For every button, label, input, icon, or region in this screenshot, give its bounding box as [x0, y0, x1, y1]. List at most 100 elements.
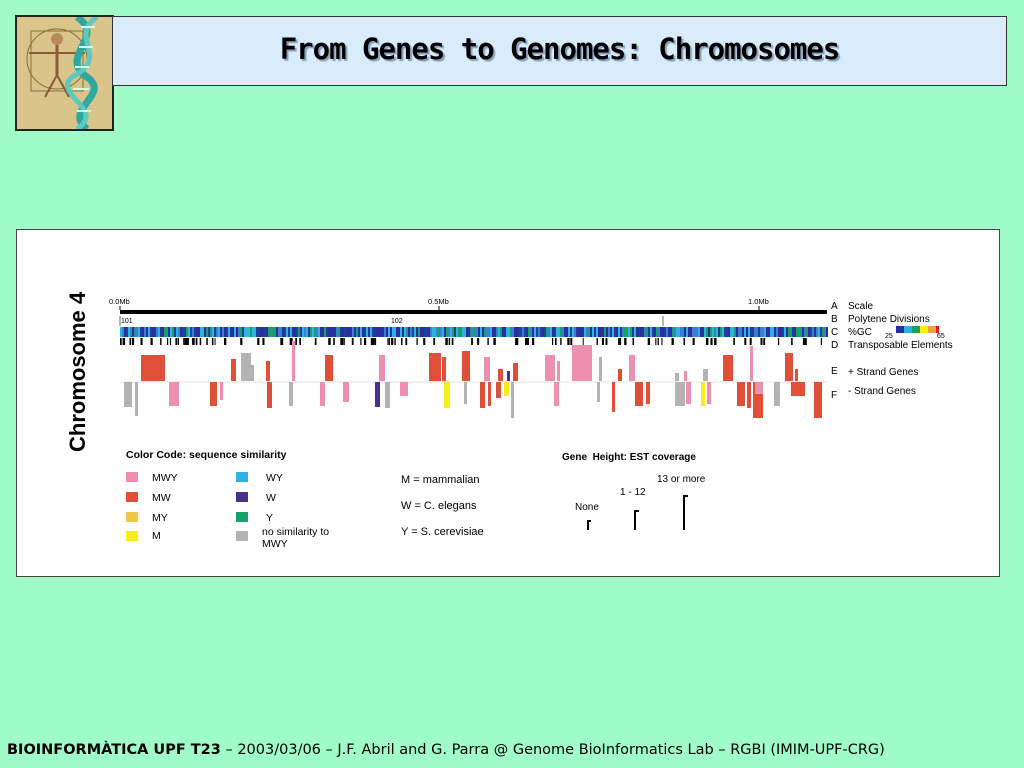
gc-stripe	[316, 327, 318, 337]
transposable-element	[692, 338, 695, 345]
gc-stripe	[176, 327, 178, 337]
transposable-element	[744, 338, 747, 345]
gc-stripe	[802, 327, 804, 337]
gene-height-level: 13 or more	[657, 474, 706, 485]
transposable-element	[532, 338, 535, 345]
gc-stripe	[644, 327, 646, 337]
gc-stripe	[234, 327, 236, 337]
gc-stripe	[400, 327, 402, 337]
transposable-element	[605, 338, 608, 345]
gc-stripe	[682, 327, 684, 337]
gc-stripe	[352, 327, 354, 337]
gc-stripe	[488, 327, 490, 337]
gc-stripe	[396, 327, 398, 337]
gc-stripe	[486, 327, 488, 337]
gc-stripe	[826, 327, 828, 337]
minus-strand-gene	[444, 382, 450, 408]
gc-stripe	[376, 327, 378, 337]
transposable-element	[391, 338, 394, 345]
gc-stripe	[770, 327, 772, 337]
gc-stripe	[348, 327, 350, 337]
legend-swatch	[126, 472, 138, 482]
transposable-element	[624, 338, 627, 345]
transposable-element	[120, 338, 122, 345]
gc-stripe	[126, 327, 128, 337]
gc-stripe	[672, 327, 674, 337]
gc-stripe	[338, 327, 340, 337]
gc-stripe	[576, 327, 578, 337]
plus-strand-gene	[241, 353, 251, 381]
gc-stripe	[810, 327, 812, 337]
gc-stripe	[758, 327, 760, 337]
transposable-element	[448, 338, 451, 345]
gc-stripe	[334, 327, 336, 337]
gc-stripe	[786, 327, 788, 337]
gc-stripe	[620, 327, 622, 337]
gc-stripe	[194, 327, 196, 337]
gc-stripe	[168, 327, 170, 337]
gc-stripe	[578, 327, 580, 337]
gc-stripe	[470, 327, 472, 337]
gc-stripe	[124, 327, 126, 337]
gc-stripe	[272, 327, 274, 337]
gc-stripe	[552, 327, 554, 337]
minus-strand-gene	[135, 382, 138, 416]
scale-tick-label: 1.0Mb	[748, 297, 769, 306]
gc-stripe	[416, 327, 418, 337]
gc-stripe	[128, 327, 130, 337]
transposable-element	[343, 338, 345, 345]
plus-strand-gene	[325, 355, 333, 381]
gc-stripe	[382, 327, 384, 337]
minus-strand-gene	[480, 382, 485, 408]
legend-label: MY	[152, 512, 168, 524]
minus-strand-gene	[646, 382, 650, 404]
gc-stripe	[756, 327, 758, 337]
gc-stripe	[216, 327, 218, 337]
gc-stripe	[148, 327, 150, 337]
minus-strand-gene	[554, 382, 559, 406]
plus-strand-gene	[703, 369, 708, 381]
transposable-element	[360, 338, 362, 345]
gc-stripe	[188, 327, 190, 337]
plus-strand-gene	[379, 355, 385, 381]
gc-stripe	[494, 327, 496, 337]
gc-stripe	[204, 327, 206, 337]
minus-strand-gene	[755, 382, 763, 394]
plus-strand-gene	[141, 355, 165, 381]
gc-stripe	[720, 327, 722, 337]
transposable-element	[749, 338, 752, 345]
minus-strand-gene	[675, 382, 685, 406]
gc-stripe	[536, 327, 538, 337]
transposable-element	[596, 338, 598, 345]
track-letter: B	[831, 314, 838, 325]
plus-strand-gene	[266, 361, 270, 381]
gc-stripe	[200, 327, 202, 337]
gc-stripe	[764, 327, 766, 337]
gc-stripe	[526, 327, 528, 337]
gc-stripe	[250, 327, 252, 337]
gc-stripe	[512, 327, 514, 337]
gc-stripe	[460, 327, 462, 337]
gc-stripe	[584, 327, 586, 337]
gc-stripe	[750, 327, 752, 337]
transposable-element	[387, 338, 389, 345]
gc-track	[120, 327, 828, 337]
gc-stripe	[804, 327, 806, 337]
plus-strand-gene	[513, 363, 518, 381]
plus-strand-gene	[684, 371, 687, 381]
gc-stripe	[304, 327, 306, 337]
gc-stripe	[746, 327, 748, 337]
transposable-element	[130, 338, 131, 345]
gc-stripe	[598, 327, 600, 337]
gc-stripe	[308, 327, 310, 337]
gc-stripe	[466, 327, 468, 337]
transposable-element	[416, 338, 418, 345]
transposable-element	[187, 338, 189, 345]
transposable-element	[192, 338, 194, 345]
gc-stripe	[496, 327, 498, 337]
gc-stripe	[484, 327, 486, 337]
chromosome-map-figure: Chromosome 4 0.0Mb 0.5Mb 1.0Mb 101 102 A	[16, 229, 1000, 577]
gc-stripe	[282, 327, 284, 337]
transposable-element	[195, 338, 198, 345]
transposable-element	[211, 338, 214, 345]
